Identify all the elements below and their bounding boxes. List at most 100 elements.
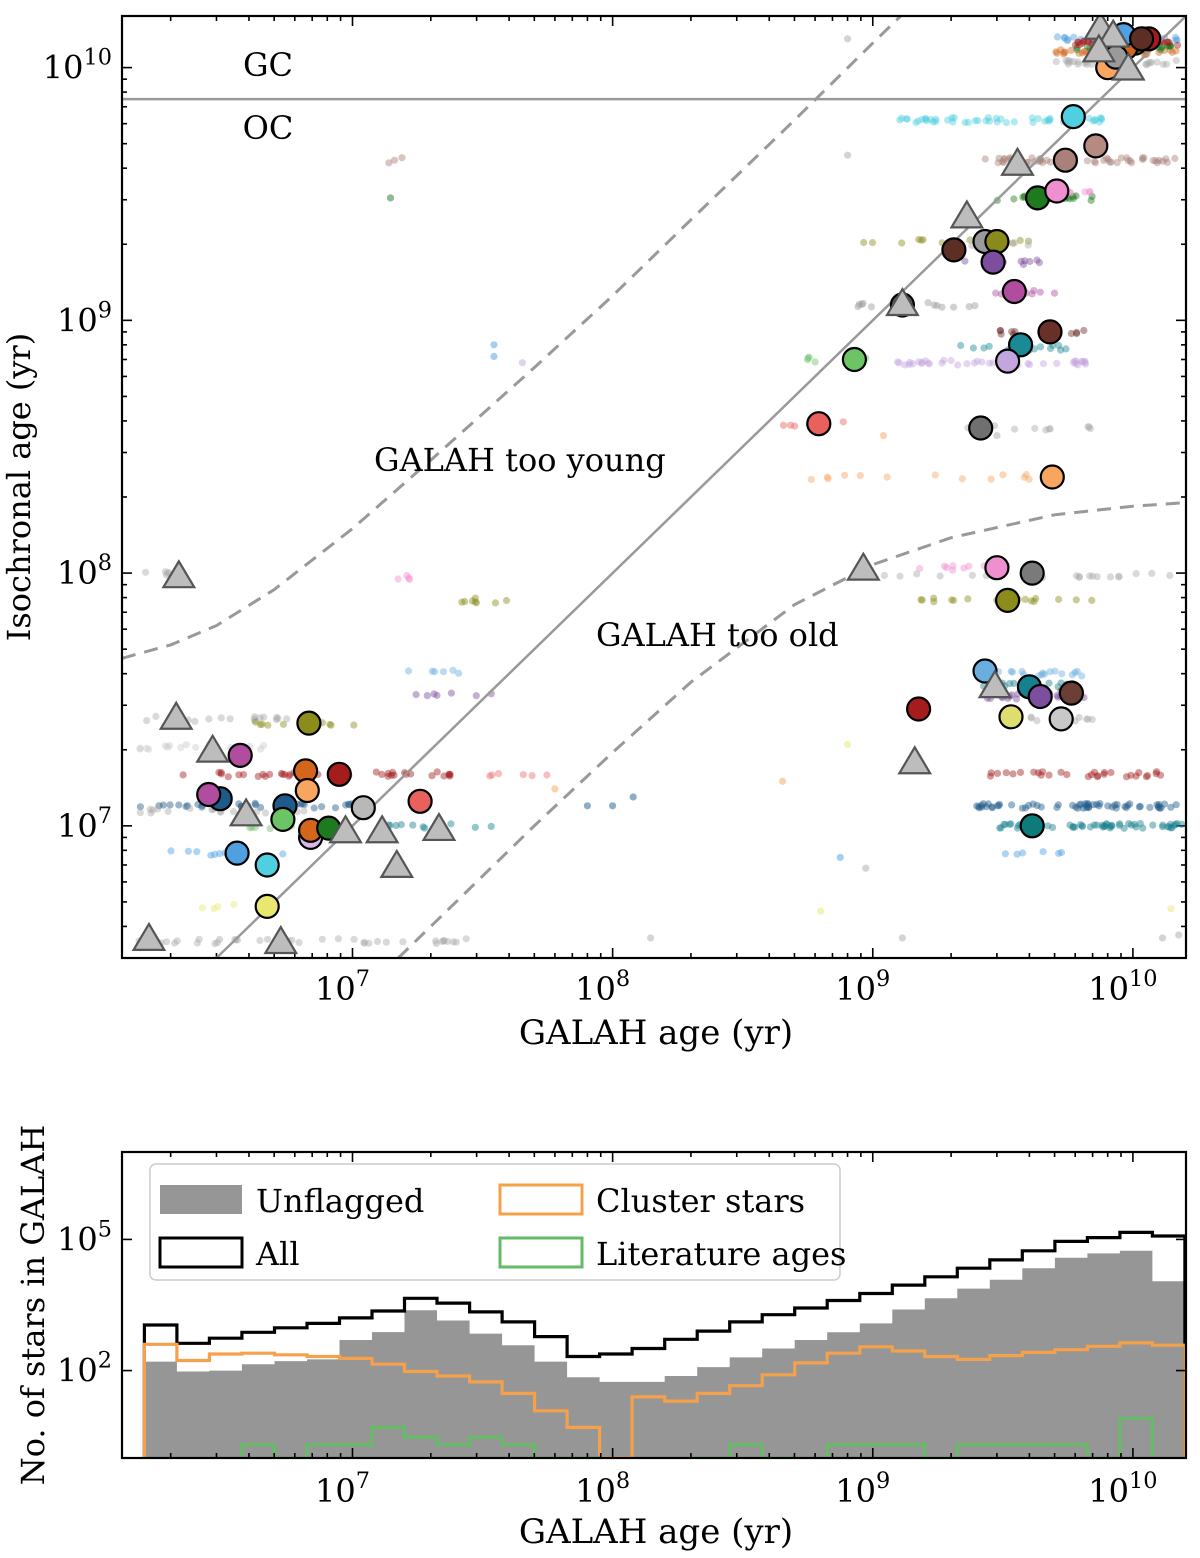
- background-star-point: [193, 848, 201, 856]
- background-star-point: [440, 937, 448, 945]
- background-star-point: [950, 114, 958, 122]
- background-star-point: [440, 772, 448, 780]
- background-star-point: [957, 341, 965, 350]
- background-star-point: [149, 806, 157, 814]
- background-star-point: [1045, 425, 1053, 433]
- background-star-point: [1125, 820, 1133, 828]
- background-star-point: [1074, 58, 1082, 66]
- literature-triangle: [1095, 18, 1131, 48]
- background-star-point: [192, 743, 200, 752]
- background-star-point: [1108, 822, 1116, 830]
- background-star-point: [462, 935, 470, 943]
- cluster-point: [407, 788, 433, 814]
- background-star-point: [1084, 38, 1092, 46]
- background-star-point: [1027, 597, 1036, 605]
- background-star-point: [1054, 801, 1062, 809]
- background-star-point: [844, 151, 852, 159]
- background-star-point: [214, 903, 222, 911]
- background-star-point: [266, 770, 274, 779]
- background-star-point: [1124, 157, 1132, 165]
- background-star-point: [528, 772, 536, 780]
- background-star-point: [1113, 800, 1121, 809]
- background-star-point: [438, 937, 446, 946]
- background-star-point: [259, 770, 267, 779]
- background-star-point: [155, 802, 163, 810]
- background-star-point: [1159, 60, 1167, 68]
- background-star-point: [960, 564, 968, 572]
- background-star-point: [327, 721, 335, 729]
- background-star-point: [1046, 158, 1055, 166]
- literature-triangle: [1081, 33, 1117, 63]
- background-star-point: [1037, 803, 1045, 811]
- background-star-point: [836, 853, 844, 862]
- background-star-point: [1064, 58, 1072, 66]
- background-star-point: [278, 770, 287, 779]
- background-star-point: [938, 359, 946, 367]
- background-star-point: [1126, 157, 1134, 165]
- background-star-point: [1091, 116, 1099, 124]
- background-star-point: [919, 236, 927, 244]
- background-star-point: [1073, 328, 1081, 336]
- cluster-point: [1052, 147, 1079, 173]
- cluster-point: [980, 249, 1006, 275]
- background-star-point: [1072, 803, 1080, 811]
- background-star-point: [1032, 594, 1040, 603]
- background-star-point: [173, 937, 181, 945]
- background-star-point: [1057, 346, 1065, 354]
- background-star-point: [912, 119, 920, 127]
- background-star-point: [378, 770, 386, 779]
- background-star-point: [966, 236, 974, 244]
- background-star-point: [1075, 49, 1083, 57]
- legend-swatch-cluster-stars: [498, 1183, 584, 1216]
- background-star-point: [1072, 596, 1080, 604]
- histogram-y-axis-label: No. of stars in GALAH: [14, 1125, 52, 1486]
- background-star-point: [1073, 46, 1081, 54]
- background-star-point: [258, 720, 266, 728]
- background-star-point: [136, 745, 144, 753]
- background-star-point: [142, 568, 150, 576]
- background-star-point: [266, 825, 274, 833]
- background-star-point: [948, 114, 956, 122]
- background-star-point: [491, 599, 500, 607]
- background-star-point: [1171, 154, 1179, 162]
- background-star-point: [995, 800, 1004, 808]
- background-star-point: [1046, 116, 1054, 124]
- background-star-point: [1100, 768, 1108, 777]
- background-star-point: [1001, 850, 1010, 858]
- background-star-point: [1172, 56, 1180, 65]
- literature-triangle: [328, 814, 363, 844]
- background-star-point: [1086, 188, 1094, 196]
- background-star-point: [1117, 154, 1125, 162]
- background-star-point: [1027, 713, 1035, 721]
- background-star-point: [1155, 156, 1163, 164]
- background-star-point: [996, 326, 1005, 335]
- background-star-point: [1033, 717, 1041, 725]
- background-star-point: [207, 851, 215, 859]
- background-star-point: [1168, 48, 1176, 56]
- background-star-point: [896, 572, 904, 580]
- background-star-point: [143, 744, 151, 753]
- background-star-point: [901, 361, 909, 369]
- background-star-point: [1093, 800, 1101, 809]
- background-star-point: [982, 117, 990, 125]
- background-star-point: [1031, 424, 1039, 432]
- x-tick-label: 109: [835, 1468, 890, 1510]
- background-star-point: [1033, 256, 1041, 264]
- background-star-point: [1018, 667, 1026, 676]
- background-star-point: [1069, 823, 1077, 832]
- cluster-point: [1128, 26, 1155, 52]
- background-star-point: [914, 117, 922, 125]
- background-star-point: [1132, 772, 1140, 780]
- background-star-point: [1153, 159, 1161, 167]
- background-star-point: [879, 432, 888, 440]
- background-star-point: [978, 358, 986, 366]
- background-star-point: [1036, 343, 1045, 351]
- literature-triangle: [379, 848, 415, 878]
- background-star-point: [1077, 800, 1085, 808]
- background-star-point: [405, 574, 413, 582]
- background-star-point: [1107, 768, 1115, 777]
- background-star-point: [1041, 117, 1049, 125]
- background-star-point: [385, 159, 393, 167]
- background-star-point: [455, 669, 463, 677]
- background-star-point: [389, 768, 397, 777]
